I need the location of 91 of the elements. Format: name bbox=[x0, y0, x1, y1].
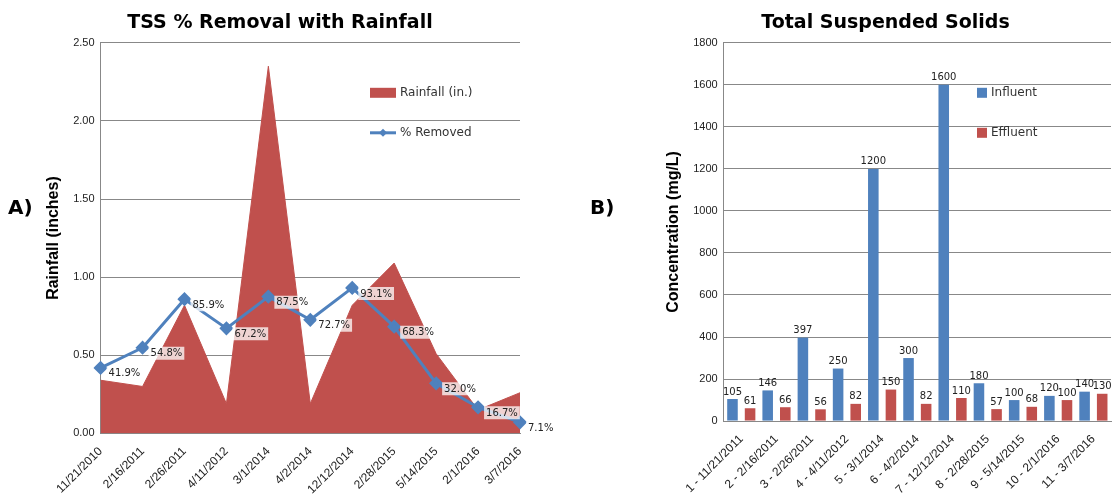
bar bbox=[885, 389, 897, 421]
data-label: 7.1% bbox=[528, 421, 554, 433]
bar bbox=[780, 407, 791, 421]
data-label: 82 bbox=[919, 390, 933, 402]
point bbox=[219, 321, 233, 335]
data-label: 140 bbox=[1075, 378, 1095, 390]
data-label: 100 bbox=[1057, 386, 1077, 398]
bar bbox=[797, 337, 809, 421]
bar bbox=[727, 399, 738, 421]
data-label: 41.9% bbox=[108, 367, 141, 379]
y-tick-label: 600 bbox=[699, 288, 718, 301]
bar bbox=[1008, 400, 1020, 421]
data-label: 56 bbox=[814, 395, 827, 407]
data-label: 66 bbox=[778, 393, 792, 405]
data-label: 397 bbox=[793, 324, 813, 336]
y-tick-label: 1.50 bbox=[73, 192, 95, 205]
y-tick-label: 1.00 bbox=[73, 270, 95, 283]
data-label: 61 bbox=[743, 394, 757, 406]
point bbox=[177, 292, 191, 306]
chart-title: TSS % Removal with Rainfall bbox=[127, 10, 433, 33]
point bbox=[513, 415, 527, 429]
data-label: 110 bbox=[951, 384, 971, 396]
point bbox=[471, 400, 485, 414]
y-tick-label: 2.50 bbox=[73, 35, 95, 48]
y-tick-label: 400 bbox=[699, 330, 718, 343]
data-label: 180 bbox=[969, 369, 989, 381]
data-label: 1200 bbox=[860, 155, 887, 167]
data-label: 68.3% bbox=[402, 326, 434, 338]
data-label: 82 bbox=[849, 390, 863, 402]
data-label: 93.1% bbox=[360, 287, 393, 299]
bar bbox=[868, 168, 879, 421]
data-label: 105 bbox=[722, 385, 743, 397]
y-tick-label: 800 bbox=[699, 245, 718, 258]
bar bbox=[991, 409, 1002, 421]
point bbox=[136, 341, 150, 355]
data-label: 67.2% bbox=[234, 327, 267, 339]
bar bbox=[815, 409, 826, 421]
bar bbox=[1044, 395, 1055, 421]
y-tick-label: 1600 bbox=[693, 77, 718, 90]
bar bbox=[762, 390, 773, 421]
data-label: 57 bbox=[990, 395, 1003, 407]
legend-label: Influent bbox=[991, 84, 1038, 99]
bar bbox=[832, 368, 844, 421]
point bbox=[303, 313, 317, 327]
text: A) bbox=[8, 195, 33, 219]
y-tick-label: 2.00 bbox=[73, 113, 95, 126]
y-tick-label: 0.50 bbox=[73, 348, 95, 361]
bar bbox=[920, 403, 932, 421]
bar bbox=[1096, 393, 1108, 421]
bar bbox=[744, 408, 756, 421]
bar bbox=[1061, 400, 1073, 421]
y-tick-label: 1000 bbox=[693, 203, 718, 216]
y-axis-title: Rainfall (inches) bbox=[44, 176, 62, 300]
legend-label: Rainfall (in.) bbox=[400, 84, 473, 99]
data-label: 146 bbox=[758, 377, 778, 388]
y-tick-label: 0.00 bbox=[73, 426, 95, 439]
point bbox=[387, 320, 401, 334]
bar bbox=[938, 84, 950, 421]
y-axis-title: Concentration (mg/L) bbox=[664, 151, 682, 313]
y-tick-label: 1200 bbox=[693, 161, 718, 174]
legend-label: % Removed bbox=[400, 124, 472, 139]
legend-label: Effluent bbox=[991, 124, 1038, 139]
data-label: 54.8% bbox=[150, 347, 183, 359]
data-label: 250 bbox=[828, 355, 848, 367]
data-label: 16.7% bbox=[486, 406, 518, 418]
data-label: 120 bbox=[1039, 382, 1059, 394]
point bbox=[345, 281, 359, 295]
y-tick-label: 200 bbox=[699, 372, 718, 385]
data-label: 72.7% bbox=[318, 319, 351, 331]
data-label: 85.9% bbox=[192, 298, 225, 310]
data-label: 32.0% bbox=[444, 382, 476, 394]
data-label: 300 bbox=[898, 344, 919, 356]
y-tick-label: 1800 bbox=[693, 35, 718, 48]
data-label: 68 bbox=[1025, 393, 1039, 405]
data-label: 150 bbox=[881, 376, 901, 388]
bar bbox=[956, 397, 967, 421]
data-label: 87.5% bbox=[276, 296, 309, 308]
point bbox=[261, 290, 275, 304]
data-label: 1600 bbox=[931, 71, 957, 83]
bar bbox=[1079, 391, 1090, 421]
point bbox=[429, 376, 443, 390]
data-label: 100 bbox=[1004, 386, 1024, 398]
bar bbox=[850, 403, 861, 421]
point bbox=[94, 361, 108, 375]
y-tick-label: 1400 bbox=[693, 119, 718, 132]
bar bbox=[903, 358, 914, 421]
text: B) bbox=[590, 195, 615, 219]
bar bbox=[973, 383, 985, 421]
bar bbox=[1026, 406, 1038, 421]
chart-title: Total Suspended Solids bbox=[761, 10, 1010, 33]
y-tick-label: 0 bbox=[711, 414, 718, 427]
